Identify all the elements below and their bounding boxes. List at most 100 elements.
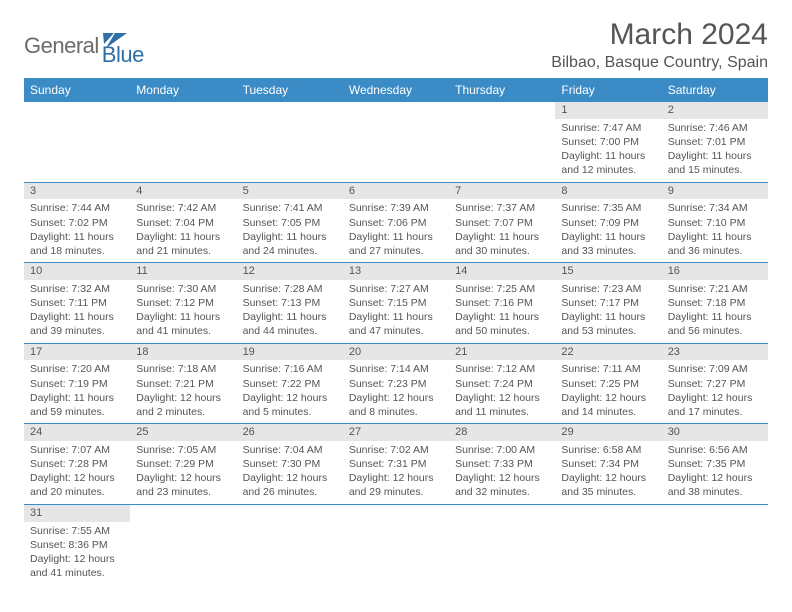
day-number: 11 bbox=[130, 263, 236, 280]
day-number: 24 bbox=[24, 424, 130, 441]
day-number: 22 bbox=[555, 344, 661, 361]
sunrise-line: Sunrise: 7:23 AM bbox=[561, 282, 655, 296]
sunrise-line: Sunrise: 7:05 AM bbox=[136, 443, 230, 457]
sunset-line: Sunset: 7:24 PM bbox=[455, 377, 549, 391]
day-number: 30 bbox=[662, 424, 768, 441]
daylight-line-1: Daylight: 12 hours bbox=[668, 391, 762, 405]
day-number: 20 bbox=[343, 344, 449, 361]
daylight-line-1: Daylight: 12 hours bbox=[561, 471, 655, 485]
day-details: Sunrise: 7:37 AMSunset: 7:07 PMDaylight:… bbox=[449, 199, 555, 262]
sunrise-line: Sunrise: 7:27 AM bbox=[349, 282, 443, 296]
day-number: 31 bbox=[24, 505, 130, 522]
day-details: Sunrise: 7:44 AMSunset: 7:02 PMDaylight:… bbox=[24, 199, 130, 262]
daylight-line-2: and 18 minutes. bbox=[30, 244, 124, 258]
sunset-line: Sunset: 7:34 PM bbox=[561, 457, 655, 471]
day-number: 8 bbox=[555, 183, 661, 200]
sunset-line: Sunset: 7:31 PM bbox=[349, 457, 443, 471]
sunrise-line: Sunrise: 7:16 AM bbox=[243, 362, 337, 376]
sunset-line: Sunset: 7:00 PM bbox=[561, 135, 655, 149]
daylight-line-2: and 32 minutes. bbox=[455, 485, 549, 499]
day-number: 23 bbox=[662, 344, 768, 361]
daylight-line-1: Daylight: 11 hours bbox=[561, 149, 655, 163]
day-cell: 8Sunrise: 7:35 AMSunset: 7:09 PMDaylight… bbox=[555, 183, 661, 263]
day-cell: 14Sunrise: 7:25 AMSunset: 7:16 PMDayligh… bbox=[449, 263, 555, 343]
day-details: Sunrise: 7:55 AMSunset: 8:36 PMDaylight:… bbox=[24, 522, 130, 585]
daylight-line-1: Daylight: 12 hours bbox=[455, 471, 549, 485]
sunrise-line: Sunrise: 7:30 AM bbox=[136, 282, 230, 296]
day-cell: 26Sunrise: 7:04 AMSunset: 7:30 PMDayligh… bbox=[237, 424, 343, 504]
day-details: Sunrise: 7:16 AMSunset: 7:22 PMDaylight:… bbox=[237, 360, 343, 423]
day-details: Sunrise: 7:34 AMSunset: 7:10 PMDaylight:… bbox=[662, 199, 768, 262]
sunrise-line: Sunrise: 7:37 AM bbox=[455, 201, 549, 215]
week-row: 24Sunrise: 7:07 AMSunset: 7:28 PMDayligh… bbox=[24, 424, 768, 505]
day-details: Sunrise: 7:25 AMSunset: 7:16 PMDaylight:… bbox=[449, 280, 555, 343]
daylight-line-2: and 17 minutes. bbox=[668, 405, 762, 419]
sunset-line: Sunset: 7:06 PM bbox=[349, 216, 443, 230]
sunset-line: Sunset: 7:22 PM bbox=[243, 377, 337, 391]
day-details: Sunrise: 6:58 AMSunset: 7:34 PMDaylight:… bbox=[555, 441, 661, 504]
sunset-line: Sunset: 7:04 PM bbox=[136, 216, 230, 230]
day-cell: 16Sunrise: 7:21 AMSunset: 7:18 PMDayligh… bbox=[662, 263, 768, 343]
day-number: 3 bbox=[24, 183, 130, 200]
location: Bilbao, Basque Country, Spain bbox=[551, 54, 768, 72]
empty-cell bbox=[343, 505, 449, 585]
daylight-line-2: and 26 minutes. bbox=[243, 485, 337, 499]
day-number: 25 bbox=[130, 424, 236, 441]
weeks-container: 1Sunrise: 7:47 AMSunset: 7:00 PMDaylight… bbox=[24, 102, 768, 584]
daylight-line-1: Daylight: 11 hours bbox=[668, 149, 762, 163]
sunset-line: Sunset: 7:35 PM bbox=[668, 457, 762, 471]
sunrise-line: Sunrise: 7:02 AM bbox=[349, 443, 443, 457]
month-title: March 2024 bbox=[551, 18, 768, 52]
sunrise-line: Sunrise: 7:35 AM bbox=[561, 201, 655, 215]
sunset-line: Sunset: 7:27 PM bbox=[668, 377, 762, 391]
day-details: Sunrise: 7:11 AMSunset: 7:25 PMDaylight:… bbox=[555, 360, 661, 423]
daylight-line-1: Daylight: 12 hours bbox=[349, 471, 443, 485]
daylight-line-2: and 8 minutes. bbox=[349, 405, 443, 419]
day-details: Sunrise: 7:35 AMSunset: 7:09 PMDaylight:… bbox=[555, 199, 661, 262]
day-details: Sunrise: 7:28 AMSunset: 7:13 PMDaylight:… bbox=[237, 280, 343, 343]
day-header-thursday: Thursday bbox=[449, 78, 555, 102]
week-row: 17Sunrise: 7:20 AMSunset: 7:19 PMDayligh… bbox=[24, 344, 768, 425]
sunset-line: Sunset: 7:25 PM bbox=[561, 377, 655, 391]
daylight-line-2: and 30 minutes. bbox=[455, 244, 549, 258]
day-details: Sunrise: 7:05 AMSunset: 7:29 PMDaylight:… bbox=[130, 441, 236, 504]
day-number: 7 bbox=[449, 183, 555, 200]
day-details: Sunrise: 7:39 AMSunset: 7:06 PMDaylight:… bbox=[343, 199, 449, 262]
day-number: 1 bbox=[555, 102, 661, 119]
sunrise-line: Sunrise: 7:34 AM bbox=[668, 201, 762, 215]
day-cell: 23Sunrise: 7:09 AMSunset: 7:27 PMDayligh… bbox=[662, 344, 768, 424]
sunset-line: Sunset: 7:17 PM bbox=[561, 296, 655, 310]
day-cell: 10Sunrise: 7:32 AMSunset: 7:11 PMDayligh… bbox=[24, 263, 130, 343]
day-cell: 17Sunrise: 7:20 AMSunset: 7:19 PMDayligh… bbox=[24, 344, 130, 424]
sunset-line: Sunset: 7:07 PM bbox=[455, 216, 549, 230]
daylight-line-2: and 50 minutes. bbox=[455, 324, 549, 338]
day-details: Sunrise: 7:02 AMSunset: 7:31 PMDaylight:… bbox=[343, 441, 449, 504]
sunrise-line: Sunrise: 7:20 AM bbox=[30, 362, 124, 376]
week-row: 1Sunrise: 7:47 AMSunset: 7:00 PMDaylight… bbox=[24, 102, 768, 183]
sunrise-line: Sunrise: 7:14 AM bbox=[349, 362, 443, 376]
sunrise-line: Sunrise: 7:44 AM bbox=[30, 201, 124, 215]
sunset-line: Sunset: 7:12 PM bbox=[136, 296, 230, 310]
day-header-friday: Friday bbox=[555, 78, 661, 102]
sunset-line: Sunset: 7:01 PM bbox=[668, 135, 762, 149]
daylight-line-1: Daylight: 11 hours bbox=[455, 230, 549, 244]
daylight-line-2: and 21 minutes. bbox=[136, 244, 230, 258]
sunrise-line: Sunrise: 7:32 AM bbox=[30, 282, 124, 296]
daylight-line-1: Daylight: 12 hours bbox=[243, 391, 337, 405]
day-number: 4 bbox=[130, 183, 236, 200]
sunrise-line: Sunrise: 7:41 AM bbox=[243, 201, 337, 215]
sunset-line: Sunset: 7:10 PM bbox=[668, 216, 762, 230]
day-details: Sunrise: 6:56 AMSunset: 7:35 PMDaylight:… bbox=[662, 441, 768, 504]
daylight-line-1: Daylight: 12 hours bbox=[30, 471, 124, 485]
sunrise-line: Sunrise: 7:55 AM bbox=[30, 524, 124, 538]
daylight-line-1: Daylight: 11 hours bbox=[30, 230, 124, 244]
day-details: Sunrise: 7:12 AMSunset: 7:24 PMDaylight:… bbox=[449, 360, 555, 423]
day-header-monday: Monday bbox=[130, 78, 236, 102]
daylight-line-1: Daylight: 12 hours bbox=[243, 471, 337, 485]
day-number: 27 bbox=[343, 424, 449, 441]
day-number: 19 bbox=[237, 344, 343, 361]
daylight-line-2: and 12 minutes. bbox=[561, 163, 655, 177]
daylight-line-2: and 41 minutes. bbox=[136, 324, 230, 338]
day-cell: 9Sunrise: 7:34 AMSunset: 7:10 PMDaylight… bbox=[662, 183, 768, 263]
daylight-line-1: Daylight: 12 hours bbox=[668, 471, 762, 485]
